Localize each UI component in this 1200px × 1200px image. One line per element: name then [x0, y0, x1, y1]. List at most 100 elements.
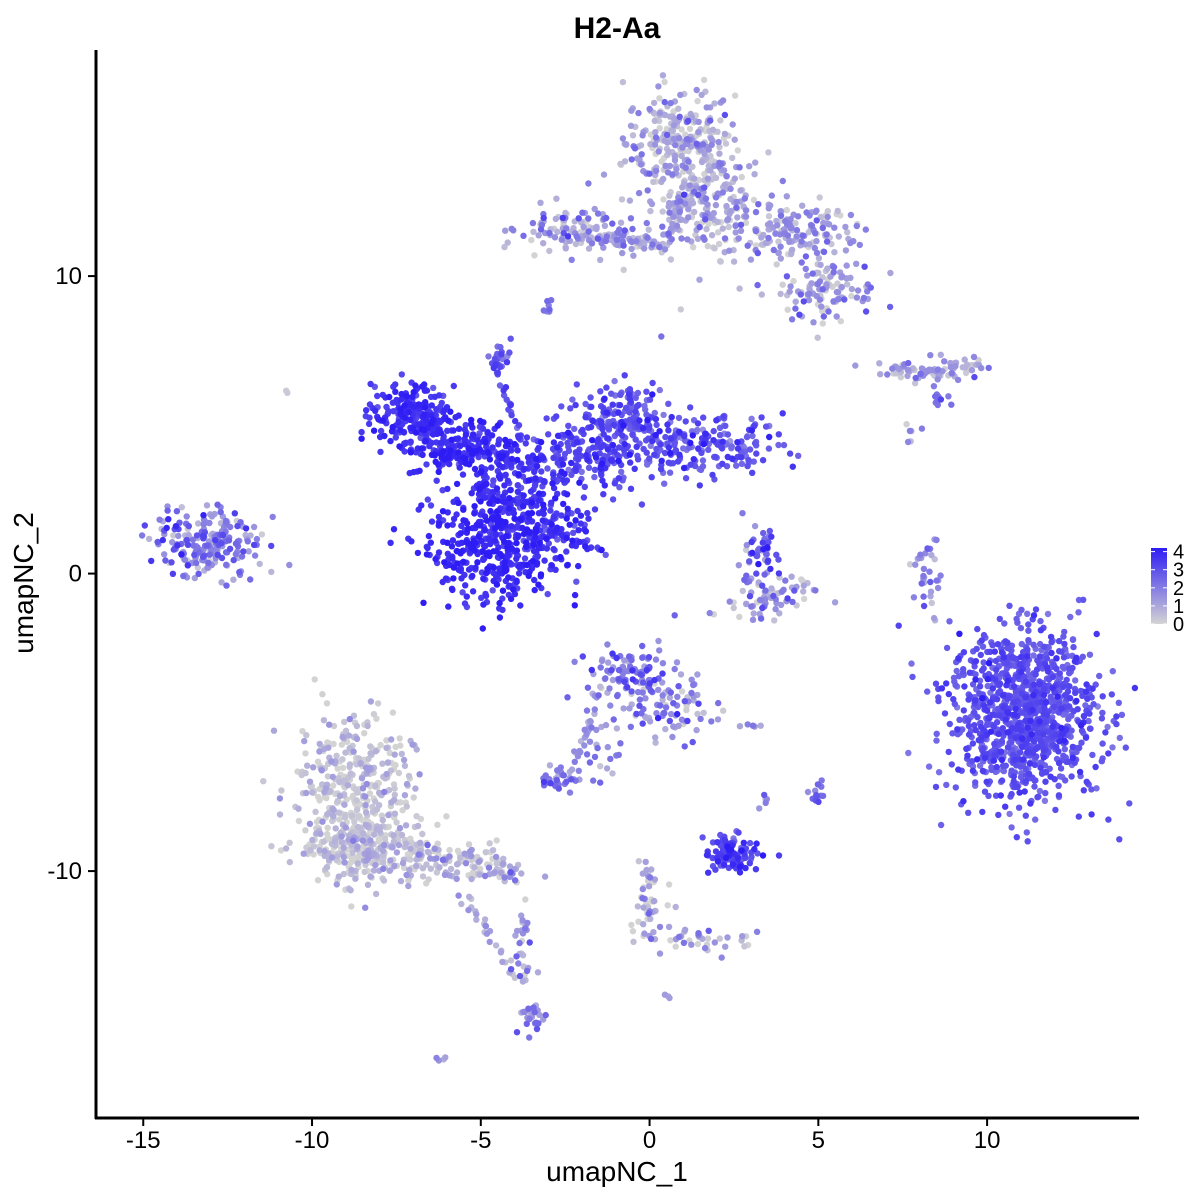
cell-point [517, 602, 524, 609]
cell-point [759, 604, 766, 612]
cell-point [995, 689, 1002, 696]
cell-point [748, 603, 755, 610]
cell-point [433, 406, 440, 413]
cell-point [735, 235, 742, 242]
cell-point [1041, 643, 1048, 650]
cell-point [540, 240, 547, 247]
cell-point [546, 306, 553, 313]
cell-point [930, 383, 938, 390]
cell-point [1005, 710, 1012, 717]
cell-point [415, 851, 422, 858]
cell-point [671, 612, 678, 619]
cell-point [762, 799, 769, 807]
cell-point [591, 205, 598, 213]
cell-point [768, 533, 775, 540]
cell-point [1000, 767, 1008, 775]
cell-point [395, 769, 403, 777]
cell-point [650, 929, 657, 936]
cell-point [974, 625, 981, 633]
cell-point [347, 887, 354, 894]
cell-point [564, 439, 571, 447]
cell-point [954, 731, 961, 738]
cell-point [1033, 666, 1041, 673]
cell-point [501, 243, 508, 251]
cell-point [727, 207, 734, 215]
cell-point [653, 421, 660, 429]
cell-point [554, 432, 562, 439]
cell-point [717, 258, 724, 265]
cell-point [995, 730, 1002, 738]
cell-point [446, 846, 453, 854]
cell-point [639, 642, 646, 650]
cell-point [698, 91, 705, 99]
cell-point [389, 709, 397, 716]
cell-point [695, 700, 702, 707]
cell-point [752, 159, 759, 166]
cell-point [784, 595, 791, 602]
cell-point [752, 227, 760, 235]
cell-point [729, 455, 736, 462]
cell-point [1017, 668, 1025, 676]
cell-point [676, 134, 683, 142]
cell-point [594, 235, 602, 242]
cell-point [664, 139, 671, 146]
cell-point [413, 813, 420, 820]
cell-point [703, 225, 710, 233]
cell-point [741, 943, 748, 950]
cell-point [696, 223, 703, 231]
cell-point [640, 921, 647, 928]
cell-point [730, 258, 738, 265]
cell-point [227, 523, 234, 531]
cell-point [708, 141, 715, 148]
cell-point [951, 700, 958, 708]
cell-point [989, 642, 996, 649]
cell-point [947, 363, 954, 371]
cell-point [341, 814, 349, 821]
cell-point [641, 930, 648, 937]
cell-point [579, 653, 586, 660]
cell-point [230, 576, 237, 583]
cell-point [334, 765, 341, 772]
cell-point [966, 669, 973, 676]
cell-point [621, 678, 628, 685]
cell-point [952, 784, 959, 791]
cell-point [731, 92, 739, 99]
cell-point [362, 809, 370, 816]
cell-point [334, 853, 341, 860]
cell-point [218, 579, 225, 586]
cell-point [813, 237, 820, 245]
cell-point [1043, 650, 1050, 658]
cell-point [148, 557, 155, 565]
cell-point [795, 452, 802, 459]
cell-point [809, 270, 816, 277]
cell-point [798, 238, 805, 245]
cell-point [526, 1015, 533, 1023]
cell-point [489, 847, 497, 854]
cell-point [783, 206, 790, 214]
cell-point [646, 455, 653, 462]
cell-point [671, 157, 679, 164]
cell-point [665, 881, 673, 888]
cell-point [623, 141, 630, 148]
cell-point [652, 134, 660, 141]
cell-point [670, 108, 677, 115]
cell-point [507, 966, 515, 973]
cell-point [541, 873, 549, 880]
cell-point [690, 681, 697, 689]
cell-point [1038, 759, 1045, 766]
cell-point [707, 167, 714, 174]
cell-point [667, 710, 675, 718]
cell-point [710, 427, 717, 435]
cell-point [955, 673, 963, 680]
cell-point [760, 529, 767, 537]
cell-point [1034, 794, 1041, 801]
cell-point [664, 902, 671, 909]
cell-point [717, 160, 725, 168]
cell-point [978, 734, 985, 741]
cell-point [632, 408, 639, 415]
cell-point [326, 721, 333, 728]
cell-point [350, 748, 357, 755]
cell-point [511, 974, 519, 981]
cell-point [805, 297, 813, 304]
cell-point [1088, 811, 1095, 818]
